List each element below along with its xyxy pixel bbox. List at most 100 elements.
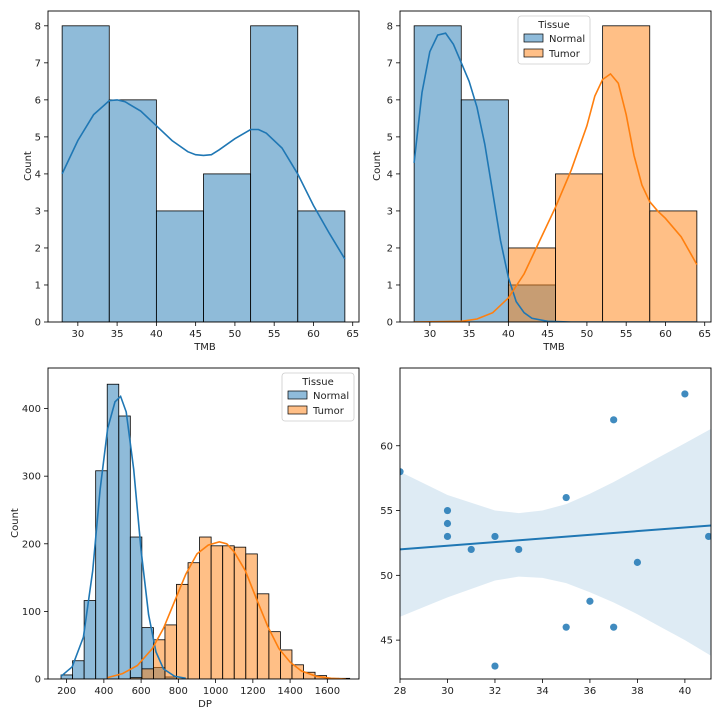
p2-xtick-label-1: 35 bbox=[463, 329, 476, 340]
p4-point-7 bbox=[515, 545, 523, 554]
p4-point-11 bbox=[610, 416, 618, 424]
p3-ytick-label-0: 0 bbox=[35, 675, 41, 686]
p4-ytick-label-3: 60 bbox=[380, 441, 393, 452]
p4-ytick-label-0: 45 bbox=[380, 636, 393, 647]
p3-frame bbox=[47, 367, 360, 680]
p3-ytick-label-1: 100 bbox=[22, 607, 41, 618]
p2-ytick-label-7: 7 bbox=[387, 58, 393, 69]
p4-xtick-label-0: 28 bbox=[394, 686, 407, 697]
p2-xlabel: TMB bbox=[542, 342, 565, 353]
p2-xtick-label-0: 30 bbox=[423, 329, 436, 340]
p2-ytick-label-1: 1 bbox=[387, 280, 393, 291]
p2-legend-title: Tissue bbox=[537, 20, 570, 31]
p2-bar-normal-0 bbox=[413, 25, 462, 322]
p3-ytick-label-4: 400 bbox=[22, 404, 41, 415]
p4-xtick-label-3: 34 bbox=[536, 686, 549, 697]
p1-ytick-label-8: 8 bbox=[35, 21, 41, 32]
p4-point-15 bbox=[705, 532, 711, 541]
p2-legend-swatch-normal bbox=[523, 33, 544, 43]
p2-bar-tumor-2 bbox=[602, 25, 651, 322]
p4-point-1 bbox=[443, 506, 452, 515]
p3-bar-tumor-6 bbox=[199, 536, 212, 679]
p1-xtick-label-4: 50 bbox=[229, 329, 242, 340]
p1-frame bbox=[47, 10, 360, 323]
p3-legend-title: Tissue bbox=[301, 377, 334, 388]
p1-xtick-label-3: 45 bbox=[189, 329, 202, 340]
p3-bar-normal-5 bbox=[118, 415, 131, 679]
p1-ytick-label-3: 3 bbox=[35, 206, 41, 217]
p4-point-5 bbox=[491, 532, 499, 541]
p4-ytick-label-2: 55 bbox=[380, 506, 393, 517]
p2-bar-tumor-1 bbox=[555, 173, 604, 322]
p3-kde-normal bbox=[60, 394, 186, 679]
p2-plot-area bbox=[413, 25, 698, 322]
p3-bar-tumor-10 bbox=[245, 553, 258, 679]
p2-xtick-label-6: 60 bbox=[659, 329, 672, 340]
p4-point-10 bbox=[586, 597, 594, 605]
p1-bar-s0-1 bbox=[108, 99, 157, 322]
p2-ytick-label-4: 4 bbox=[387, 169, 393, 180]
p3-xlabel: DP bbox=[198, 699, 212, 710]
p3-bar-tumor-13 bbox=[280, 649, 293, 679]
p1-ytick-label-1: 1 bbox=[35, 280, 41, 291]
p1-ytick-label-5: 5 bbox=[35, 132, 41, 143]
p4-xtick-label-1: 30 bbox=[441, 686, 454, 697]
p3-bar-tumor-1 bbox=[141, 668, 154, 679]
regression-scatter-panel: 28 30 32 34 36 38 40 45 50 55 60 bbox=[380, 367, 712, 697]
p3-xtick-label-6: 1400 bbox=[277, 686, 302, 697]
p2-ytick-label-3: 3 bbox=[387, 206, 393, 217]
p3-bar-normal-4 bbox=[106, 383, 120, 679]
p3-bar-tumor-5 bbox=[187, 562, 200, 679]
p2-frame bbox=[399, 10, 712, 323]
p3-legend-label-tumor: Tumor bbox=[312, 406, 345, 417]
p4-xtick-label-5: 38 bbox=[631, 686, 644, 697]
p3-bar-tumor-9 bbox=[233, 546, 247, 679]
p1-plot-area bbox=[61, 25, 346, 322]
p3-xtick-label-0: 200 bbox=[57, 686, 76, 697]
p1-xtick-label-6: 60 bbox=[307, 329, 320, 340]
p1-ylabel: Count bbox=[23, 151, 34, 181]
p3-bar-tumor-7 bbox=[210, 545, 224, 679]
p4-frame bbox=[399, 367, 712, 680]
p3-xtick-label-7: 1600 bbox=[315, 686, 340, 697]
p1-xlabel: TMB bbox=[193, 342, 216, 353]
p3-kde-tumor bbox=[107, 540, 347, 679]
p3-legend-label-normal: Normal bbox=[313, 391, 349, 402]
p3-xtick-label-3: 800 bbox=[169, 686, 188, 697]
p2-ytick-label-0: 0 bbox=[387, 318, 393, 329]
p1-ytick-label-0: 0 bbox=[35, 318, 41, 329]
p2-ytick-label-5: 5 bbox=[387, 132, 393, 143]
p4-point-12 bbox=[610, 623, 618, 631]
p2-xtick-label-2: 40 bbox=[502, 329, 515, 340]
p2-legend-label-normal: Normal bbox=[549, 34, 585, 45]
p2-ytick-label-6: 6 bbox=[387, 95, 393, 106]
p3-plot-area bbox=[60, 383, 351, 679]
p1-ytick-label-7: 7 bbox=[35, 58, 41, 69]
p3-xtick-label-2: 600 bbox=[132, 686, 151, 697]
p3-bar-normal-3 bbox=[95, 470, 108, 679]
p4-point-13 bbox=[633, 558, 642, 566]
p2-kde-tumor bbox=[414, 72, 698, 322]
p1-xtick-label-5: 55 bbox=[268, 329, 281, 340]
p4-point-3 bbox=[443, 532, 452, 541]
p1-xtick-label-1: 35 bbox=[111, 329, 124, 340]
p2-legend-swatch-tumor bbox=[523, 48, 544, 58]
p1-bar-s0-5 bbox=[297, 210, 346, 322]
p1-kde-s0 bbox=[61, 99, 346, 260]
p3-bar-tumor-8 bbox=[222, 545, 235, 679]
p1-ytick-label-4: 4 bbox=[35, 169, 41, 180]
p4-point-0 bbox=[400, 468, 404, 476]
p4-xtick-label-6: 40 bbox=[679, 686, 692, 697]
p2-ytick-label-8: 8 bbox=[387, 21, 393, 32]
p1-ytick-label-2: 2 bbox=[35, 243, 41, 254]
p1-bar-s0-2 bbox=[155, 210, 204, 322]
p2-xtick-label-7: 65 bbox=[698, 329, 711, 340]
p1-xtick-label-7: 65 bbox=[346, 329, 359, 340]
p4-ytick-label-1: 50 bbox=[380, 571, 393, 582]
p4-point-8 bbox=[562, 493, 570, 502]
p4-regression-line bbox=[400, 524, 711, 551]
p2-xtick-label-5: 55 bbox=[620, 329, 633, 340]
